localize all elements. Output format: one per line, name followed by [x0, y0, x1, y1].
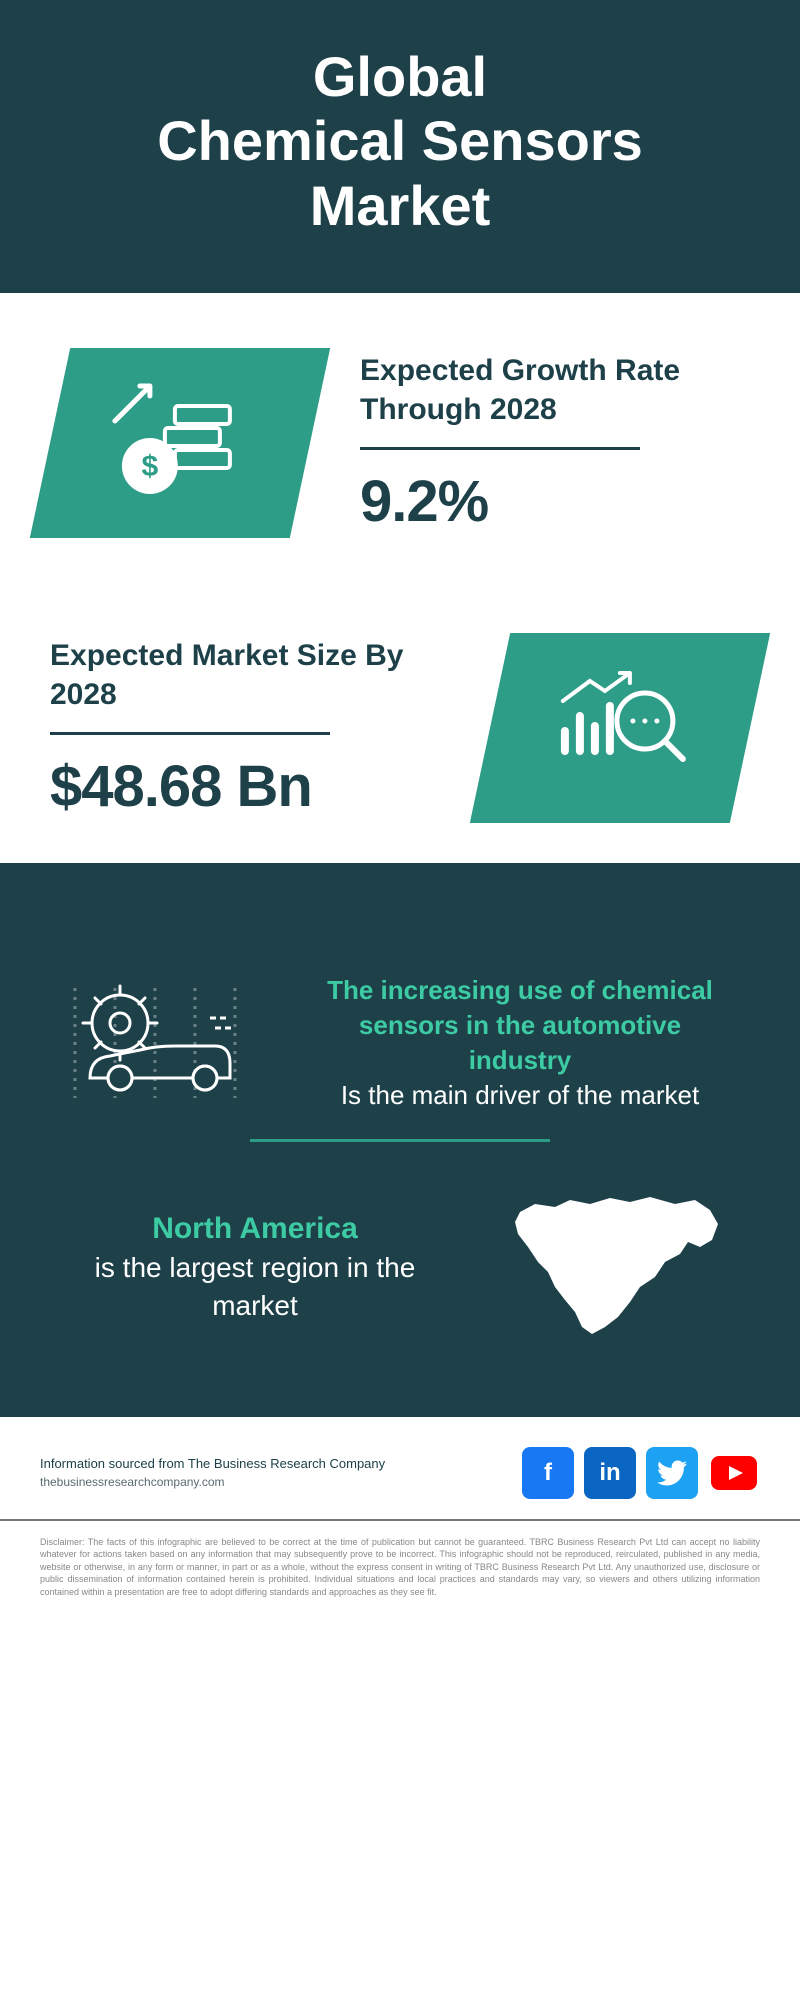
driver-highlight: The increasing use of chemical sensors i… [327, 975, 713, 1075]
social-icons: f in [522, 1447, 760, 1499]
source-line-2: thebusinessresearchcompany.com [40, 1473, 385, 1491]
facebook-icon[interactable]: f [522, 1447, 574, 1499]
dark-section: The increasing use of chemical sensors i… [0, 943, 800, 1416]
divider [360, 447, 640, 450]
stat-growth-rate: $ Expected Growth Rate Through 2028 9.2% [0, 293, 800, 578]
growth-text: Expected Growth Rate Through 2028 9.2% [360, 351, 750, 535]
growth-label: Expected Growth Rate Through 2028 [360, 351, 750, 429]
region-body: is the largest region in the market [95, 1252, 416, 1321]
youtube-icon[interactable] [708, 1447, 760, 1499]
title-line-3: Market [310, 174, 491, 237]
market-icon-shape [470, 633, 770, 823]
market-text: Expected Market Size By 2028 $48.68 Bn [50, 636, 440, 820]
footer: Information sourced from The Business Re… [0, 1417, 800, 1521]
money-growth-icon: $ [105, 376, 255, 511]
car-gear-icon [60, 973, 260, 1113]
linkedin-icon[interactable]: in [584, 1447, 636, 1499]
disclaimer-text: Disclaimer: The facts of this infographi… [0, 1521, 800, 1629]
section-hr [250, 1139, 550, 1142]
region-row: North America is the largest region in t… [60, 1187, 740, 1347]
north-america-icon [490, 1187, 740, 1347]
page-title: Global Chemical Sensors Market [40, 45, 760, 238]
market-value: $48.68 Bn [50, 753, 440, 820]
header-banner: Global Chemical Sensors Market [0, 0, 800, 293]
region-text: North America is the largest region in t… [60, 1209, 450, 1325]
skyline-divider [0, 863, 800, 943]
growth-value: 9.2% [360, 468, 750, 535]
title-line-1: Global [313, 45, 487, 108]
market-label: Expected Market Size By 2028 [50, 636, 440, 714]
stat-market-size: Expected Market Size By 2028 $48.68 Bn [0, 578, 800, 863]
growth-icon-shape: $ [30, 348, 330, 538]
driver-text: The increasing use of chemical sensors i… [300, 973, 740, 1113]
source-line-1: Information sourced from The Business Re… [40, 1454, 385, 1474]
twitter-icon[interactable] [646, 1447, 698, 1499]
driver-body: Is the main driver of the market [341, 1080, 699, 1110]
chart-magnify-icon [545, 661, 695, 796]
region-name: North America [152, 1212, 358, 1245]
divider [50, 732, 330, 735]
driver-row: The increasing use of chemical sensors i… [60, 973, 740, 1113]
source-text: Information sourced from The Business Re… [40, 1454, 385, 1492]
title-line-2: Chemical Sensors [157, 109, 643, 172]
svg-text:$: $ [142, 450, 159, 483]
